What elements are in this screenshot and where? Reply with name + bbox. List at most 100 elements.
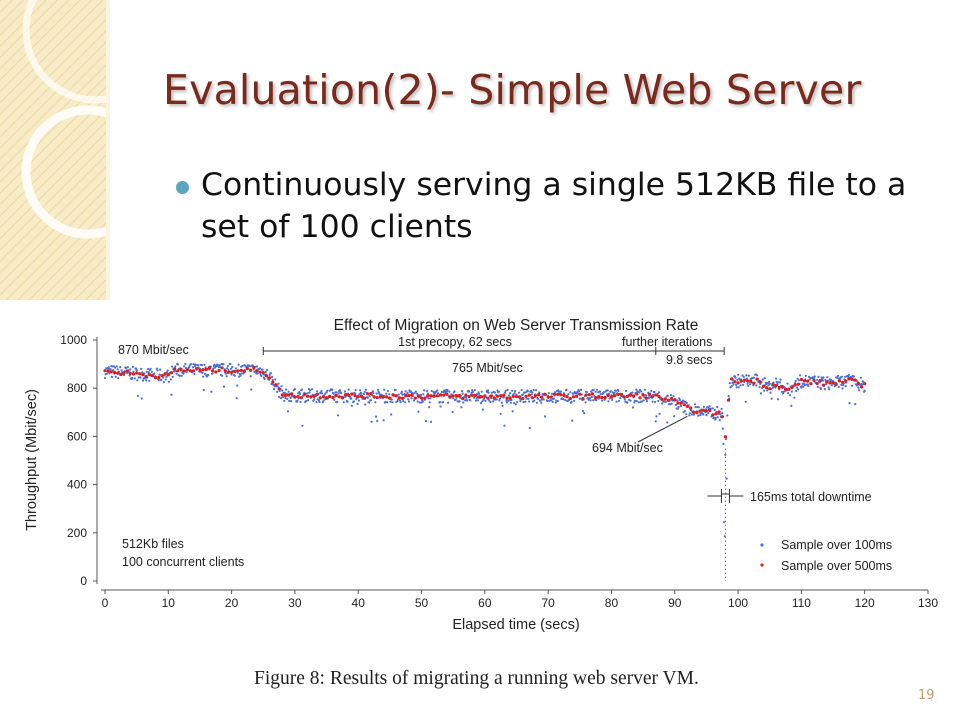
sample-100ms-point <box>822 376 825 379</box>
sample-500ms-point <box>837 379 842 383</box>
sample-100ms-point <box>490 397 493 400</box>
sample-500ms-point <box>385 395 389 399</box>
sample-100ms-point <box>326 389 329 392</box>
sample-100ms-point <box>487 391 490 394</box>
sample-100ms-point <box>657 399 660 403</box>
sample-100ms-point <box>830 384 833 387</box>
sample-100ms-point <box>298 391 301 394</box>
sample-500ms-point <box>366 392 370 396</box>
sample-100ms-point <box>488 399 491 402</box>
sample-100ms-point <box>428 401 431 404</box>
sample-500ms-point <box>635 392 639 396</box>
sample-100ms-point <box>640 390 643 393</box>
sample-500ms-point <box>537 393 541 397</box>
sample-500ms-point <box>119 372 123 377</box>
sample-100ms-point <box>854 403 857 406</box>
sample-100ms-point <box>178 374 181 377</box>
sample-100ms-point <box>808 378 811 381</box>
sample-100ms-point <box>502 396 505 399</box>
sample-100ms-point <box>528 400 531 403</box>
sample-500ms-point <box>438 393 443 397</box>
sample-500ms-point <box>793 383 797 387</box>
sample-100ms-point <box>239 374 242 377</box>
sample-100ms-point <box>595 399 598 402</box>
sample-100ms-point <box>658 412 661 415</box>
sample-100ms-point <box>338 389 341 392</box>
sample-100ms-point <box>115 365 119 368</box>
sample-500ms-point <box>195 366 199 371</box>
sample-100ms-point <box>770 397 773 400</box>
sample-100ms-point <box>749 383 752 386</box>
sample-100ms-point <box>418 401 421 404</box>
sample-100ms-point <box>669 393 673 397</box>
sample-100ms-point <box>830 379 833 382</box>
sample-100ms-point <box>587 398 590 401</box>
sample-500ms-point <box>698 409 702 413</box>
sample-100ms-point <box>331 388 334 391</box>
sample-500ms-point <box>492 396 496 400</box>
sample-500ms-point <box>258 370 262 374</box>
sample-500ms-point <box>651 394 655 398</box>
sample-100ms-point <box>678 398 681 402</box>
sample-100ms-point <box>383 388 386 391</box>
sample-100ms-point <box>731 381 734 384</box>
downtime-label: 165ms total downtime <box>750 490 872 504</box>
sample-100ms-point <box>509 401 512 404</box>
sample-100ms-point <box>286 397 289 400</box>
sample-100ms-point <box>586 397 590 400</box>
sample-100ms-point <box>837 374 840 377</box>
sample-100ms-point <box>503 424 506 427</box>
sample-500ms-point <box>594 396 598 400</box>
sample-500ms-point <box>185 368 189 372</box>
sample-100ms-point <box>688 412 692 415</box>
sample-100ms-point <box>386 401 389 404</box>
sample-100ms-point <box>427 397 430 400</box>
sample-100ms-point <box>107 368 110 371</box>
sample-500ms-point <box>359 394 363 398</box>
sample-100ms-point <box>589 399 592 402</box>
sample-100ms-point <box>600 399 604 402</box>
sample-100ms-point <box>631 391 634 394</box>
sample-100ms-point <box>185 371 188 374</box>
sample-500ms-point <box>103 369 107 373</box>
sample-500ms-point <box>249 368 253 372</box>
sample-100ms-point <box>638 388 642 392</box>
sample-100ms-point <box>552 397 556 400</box>
sample-100ms-point <box>225 375 228 378</box>
sample-100ms-point <box>423 389 426 392</box>
sample-100ms-point <box>390 413 393 416</box>
sample-100ms-point <box>821 377 824 381</box>
sample-500ms-point <box>201 368 205 372</box>
sample-100ms-point <box>170 393 173 396</box>
sample-100ms-point <box>564 398 567 402</box>
sample-100ms-point <box>139 376 142 379</box>
sample-500ms-point <box>600 395 604 400</box>
x-tick-label: 30 <box>288 596 302 610</box>
sample-100ms-point <box>229 367 233 370</box>
sample-100ms-point <box>666 394 669 397</box>
sample-100ms-point <box>211 372 214 375</box>
sample-100ms-point <box>226 364 229 368</box>
sample-500ms-point <box>521 397 525 401</box>
sample-100ms-point <box>259 367 262 370</box>
sample-500ms-point <box>274 383 278 387</box>
sample-500ms-point <box>704 409 709 413</box>
sample-500ms-point <box>318 396 322 400</box>
sample-500ms-point <box>337 395 341 399</box>
sample-100ms-point <box>535 401 538 404</box>
sample-500ms-point <box>321 395 325 399</box>
sample-500ms-point <box>207 366 212 370</box>
sample-500ms-point <box>128 371 132 375</box>
sample-500ms-point <box>154 376 158 380</box>
sample-100ms-point <box>322 400 325 403</box>
x-tick-label: 70 <box>541 596 555 610</box>
sample-100ms-point <box>442 401 445 404</box>
sample-500ms-point <box>765 386 769 390</box>
sample-100ms-point <box>450 393 453 396</box>
sample-100ms-point <box>402 399 405 403</box>
sample-500ms-point <box>252 366 256 370</box>
y-tick-label: 200 <box>67 526 87 540</box>
sample-500ms-point <box>518 395 522 399</box>
sample-100ms-point <box>271 378 274 381</box>
sample-500ms-point <box>603 395 607 399</box>
